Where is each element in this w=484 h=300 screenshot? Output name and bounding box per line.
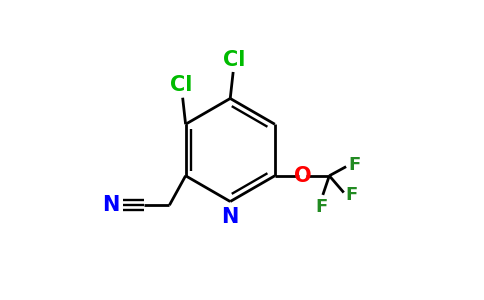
Text: O: O [294,166,312,186]
Text: N: N [222,207,239,227]
Text: N: N [102,195,120,215]
Text: F: F [348,157,361,175]
Text: F: F [346,186,358,204]
Text: F: F [316,198,328,216]
Text: Cl: Cl [224,50,246,70]
Text: Cl: Cl [170,75,192,95]
